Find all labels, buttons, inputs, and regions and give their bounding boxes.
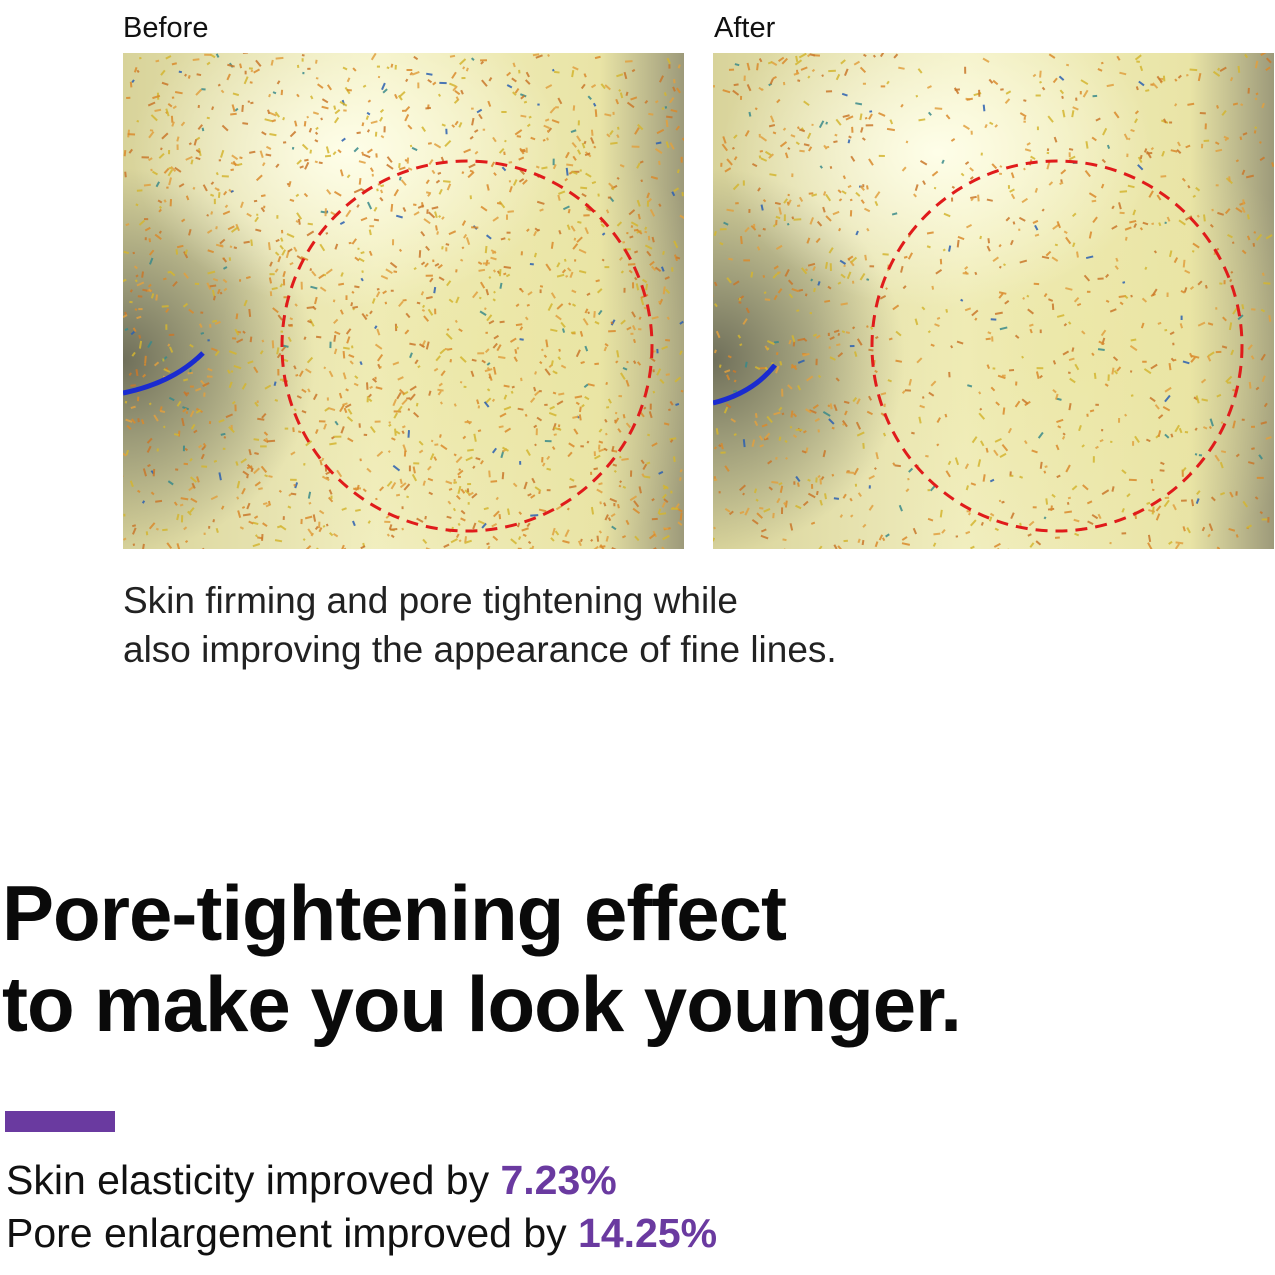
stat-label: Skin elasticity improved by	[6, 1157, 501, 1203]
stat-value: 14.25%	[578, 1210, 718, 1256]
before-skin-texture	[123, 53, 684, 549]
stat-value: 7.23%	[500, 1157, 617, 1203]
caption-line-1: Skin firming and pore tightening while	[123, 580, 738, 621]
accent-bar	[5, 1111, 115, 1132]
highlight-circle	[123, 159, 654, 533]
before-label: Before	[123, 12, 209, 44]
stat-elasticity: Skin elasticity improved by 7.23%	[6, 1154, 717, 1207]
after-image	[713, 53, 1274, 549]
after-label: After	[714, 12, 776, 44]
before-image	[123, 53, 684, 549]
highlight-circle	[713, 159, 1244, 533]
headline-line-2: to make you look younger.	[2, 960, 962, 1048]
stat-pore: Pore enlargement improved by 14.25%	[6, 1207, 717, 1260]
after-skin-texture	[713, 53, 1274, 549]
caption: Skin firming and pore tightening while a…	[123, 576, 837, 674]
stat-label: Pore enlargement improved by	[6, 1210, 579, 1256]
stats: Skin elasticity improved by 7.23% Pore e…	[6, 1154, 717, 1260]
headline-line-1: Pore-tightening effect	[2, 869, 787, 957]
headline: Pore-tightening effect to make you look …	[2, 868, 962, 1050]
caption-line-2: also improving the appearance of fine li…	[123, 629, 837, 670]
